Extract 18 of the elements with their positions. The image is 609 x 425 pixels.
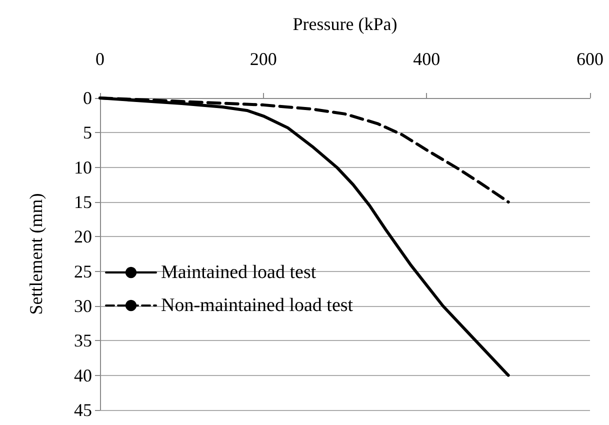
- x-tick-label: 600: [576, 49, 604, 69]
- y-tick-label: 45: [74, 400, 92, 420]
- x-tick-label: 0: [96, 49, 104, 69]
- legend-label: Maintained load test: [161, 262, 317, 283]
- legend-label: Non-maintained load test: [161, 295, 354, 316]
- y-tick-label: 5: [83, 122, 92, 143]
- y-tick-label: 35: [74, 330, 92, 351]
- y-tick-label: 30: [74, 296, 92, 316]
- y-tick-label: 25: [74, 261, 92, 282]
- x-tick-label: 400: [413, 49, 440, 69]
- y-tick-label: 40: [74, 365, 92, 386]
- x-tick-label: 200: [250, 49, 277, 69]
- y-axis-title: Settlement (mm): [26, 193, 46, 315]
- y-tick-label: 20: [74, 226, 92, 247]
- x-axis-title: Pressure (kPa): [292, 14, 398, 34]
- y-tick-label: 10: [74, 157, 92, 178]
- y-tick-label: 15: [74, 192, 92, 212]
- y-tick-label: 0: [83, 88, 92, 108]
